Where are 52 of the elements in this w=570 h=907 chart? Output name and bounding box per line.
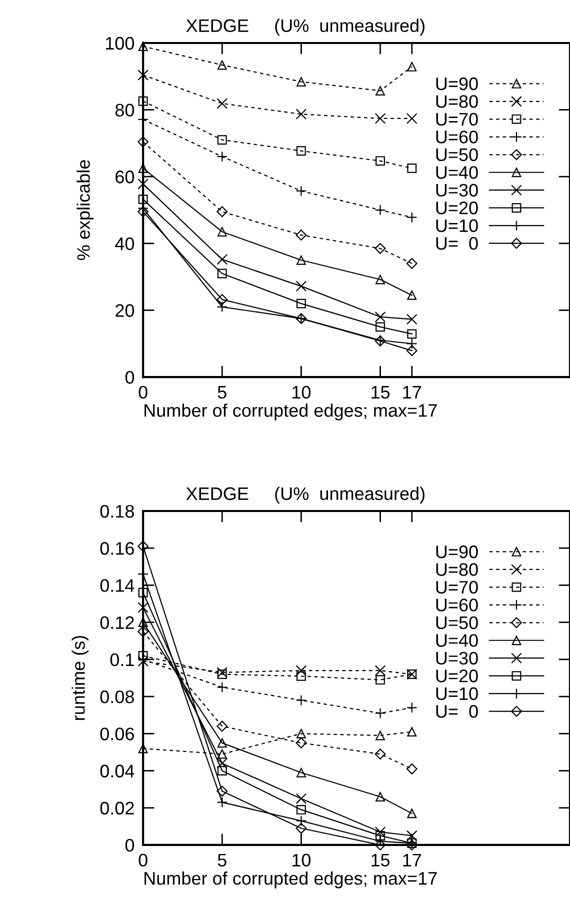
legend-label: U=30 — [436, 652, 478, 665]
chart-title: XEDGE (U% unmeasured) — [186, 18, 424, 36]
legend-label: U=70 — [436, 112, 478, 126]
y-tick-label: 0.08 — [100, 690, 134, 704]
x-tick-label: 17 — [403, 386, 422, 398]
y-tick-label: 0 — [125, 370, 134, 384]
y-tick-label: 20 — [116, 304, 134, 317]
legend-label: U= 0 — [436, 705, 478, 718]
legend-label: U=10 — [436, 687, 478, 700]
legend-label: U= 0 — [436, 237, 478, 250]
x-tick-label: 0 — [138, 854, 148, 867]
legend-label: U=70 — [436, 580, 478, 594]
x-tick-label: 5 — [218, 386, 226, 399]
x-tick-label: 17 — [403, 854, 422, 866]
x-tick-label: 0 — [138, 386, 148, 399]
legend-label: U=90 — [436, 77, 478, 90]
legend-label: U=80 — [436, 563, 478, 576]
legend-label: U=40 — [436, 634, 478, 647]
legend-label: U=80 — [436, 95, 478, 108]
y-tick-label: 100 — [106, 36, 134, 50]
legend-label: U=30 — [436, 184, 478, 197]
x-axis-title: Number of corrupted edges; max=17 — [144, 404, 437, 420]
y-tick-label: 0 — [125, 838, 134, 852]
y-tick-label: 0.04 — [100, 764, 134, 778]
x-tick-label: 15 — [372, 386, 390, 399]
y-tick-label: 0.02 — [100, 802, 134, 815]
y-axis-title: runtime (s) — [72, 636, 88, 720]
x-axis-title: Number of corrupted edges; max=17 — [144, 872, 437, 888]
x-tick-label: 5 — [218, 854, 226, 867]
chart-title: XEDGE (U% unmeasured) — [186, 486, 424, 504]
y-tick-label: 0.06 — [100, 728, 134, 740]
y-tick-label: 0.14 — [100, 579, 134, 592]
x-tick-label: 10 — [292, 386, 311, 399]
legend-label: U=50 — [436, 148, 478, 162]
x-tick-label: 15 — [372, 854, 390, 867]
y-tick-label: 0.18 — [100, 504, 134, 518]
y-tick-label: 0.1 — [110, 653, 134, 666]
legend-label: U=60 — [436, 598, 478, 612]
y-tick-label: 80 — [115, 104, 134, 117]
legend-label: U=10 — [436, 219, 478, 232]
legend-label: U=20 — [436, 670, 478, 682]
legend-label: U=90 — [436, 545, 478, 558]
legend-label: U=60 — [436, 130, 478, 144]
x-tick-label: 10 — [292, 854, 311, 867]
legend-label: U=50 — [436, 616, 478, 630]
y-tick-label: 0.12 — [100, 616, 134, 630]
legend-label: U=40 — [436, 166, 478, 179]
y-tick-label: 0.16 — [100, 542, 134, 555]
y-tick-label: 60 — [116, 170, 134, 184]
y-axis-title: % explicable — [76, 160, 94, 260]
y-tick-label: 40 — [115, 237, 134, 250]
legend-label: U=20 — [436, 202, 478, 214]
